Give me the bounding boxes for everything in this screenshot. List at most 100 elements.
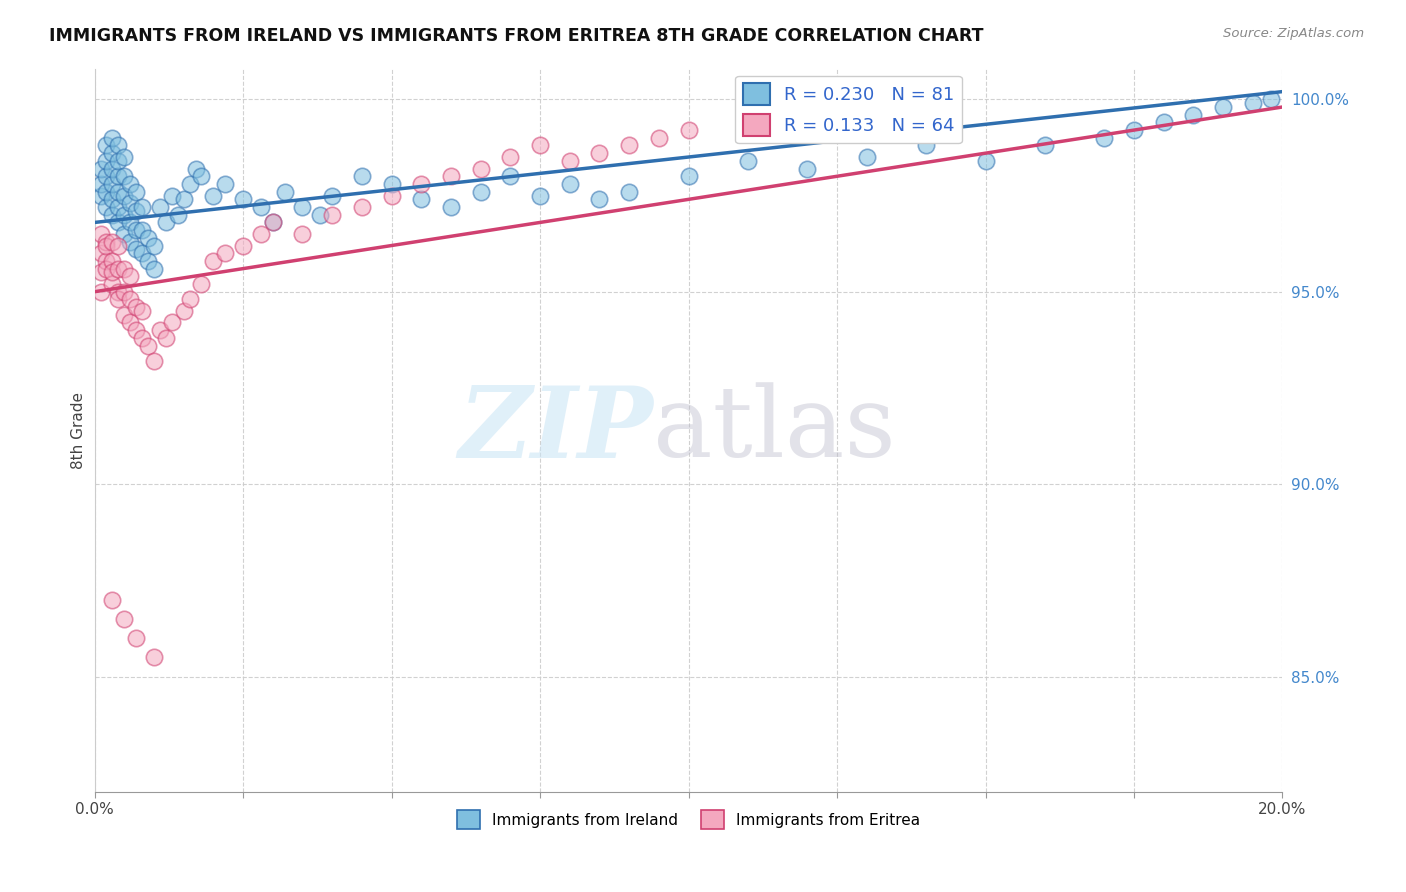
Point (291, 227, 314, 241)
Point (250, 200, 273, 214)
Point (89, 246, 111, 260)
Point (617, 185, 640, 199)
Point (855, 150, 877, 164)
Point (125, 203, 148, 218)
Point (107, 153, 129, 168)
Point (89, 188, 111, 202)
Point (1212, 100, 1234, 114)
Point (96, 235, 118, 249)
Point (1241, 96, 1264, 111)
Point (101, 254, 124, 268)
Point (112, 188, 135, 202)
Point (101, 192, 124, 206)
Point (1182, 108, 1205, 122)
Point (89, 177, 111, 191)
Point (112, 612, 135, 626)
Point (179, 293, 201, 307)
Point (96, 254, 118, 268)
Point (558, 177, 581, 191)
Point (179, 177, 201, 191)
Point (529, 188, 551, 202)
Point (855, 100, 877, 114)
Point (136, 338, 159, 352)
Point (131, 200, 153, 214)
Point (588, 192, 610, 206)
Point (350, 169, 373, 184)
Point (112, 169, 135, 184)
Point (648, 130, 671, 145)
Point (678, 123, 700, 137)
Point (558, 153, 581, 168)
Point (766, 108, 789, 122)
Point (202, 188, 225, 202)
Y-axis label: 8th Grade: 8th Grade (72, 392, 86, 468)
Point (107, 285, 129, 299)
Text: atlas: atlas (652, 383, 896, 478)
Point (136, 254, 159, 268)
Point (131, 331, 153, 345)
Point (96, 169, 118, 184)
Point (89, 265, 111, 279)
Point (321, 208, 343, 222)
Point (120, 196, 142, 211)
Point (112, 150, 135, 164)
Point (101, 130, 124, 145)
Point (101, 146, 124, 161)
Point (273, 185, 295, 199)
Point (321, 188, 343, 202)
Point (107, 169, 129, 184)
Point (160, 316, 183, 330)
Point (112, 208, 135, 222)
Point (440, 169, 463, 184)
Point (96, 185, 118, 199)
Point (125, 323, 148, 337)
Point (529, 138, 551, 153)
Point (120, 215, 142, 229)
Point (796, 112, 818, 126)
Point (112, 285, 135, 299)
Point (411, 192, 433, 206)
Point (101, 161, 124, 176)
Point (1033, 138, 1056, 153)
Point (120, 293, 142, 307)
Text: IMMIGRANTS FROM IRELAND VS IMMIGRANTS FROM ERITREA 8TH GRADE CORRELATION CHART: IMMIGRANTS FROM IRELAND VS IMMIGRANTS FR… (49, 27, 984, 45)
Point (107, 138, 129, 153)
Point (120, 316, 142, 330)
Point (291, 200, 314, 214)
Point (125, 300, 148, 314)
Point (143, 354, 166, 368)
Point (96, 138, 118, 153)
Point (143, 261, 166, 276)
Point (250, 227, 273, 241)
Point (678, 169, 700, 184)
Point (125, 223, 148, 237)
Point (149, 200, 172, 214)
Point (101, 235, 124, 249)
Point (101, 208, 124, 222)
Point (232, 192, 254, 206)
Point (155, 331, 177, 345)
Point (232, 238, 254, 252)
Point (125, 185, 148, 199)
Point (737, 153, 759, 168)
Point (131, 304, 153, 318)
Point (737, 115, 759, 129)
Point (89, 161, 111, 176)
Point (96, 238, 118, 252)
Point (112, 261, 135, 276)
Point (143, 650, 166, 665)
Point (440, 200, 463, 214)
Point (107, 238, 129, 252)
Point (101, 592, 124, 607)
Point (309, 208, 332, 222)
Point (974, 153, 997, 168)
Point (112, 227, 135, 241)
Point (166, 208, 188, 222)
Point (202, 254, 225, 268)
Point (617, 138, 640, 153)
Point (380, 177, 402, 191)
Point (1123, 123, 1146, 137)
Point (120, 235, 142, 249)
Point (825, 103, 848, 118)
Point (136, 231, 159, 245)
